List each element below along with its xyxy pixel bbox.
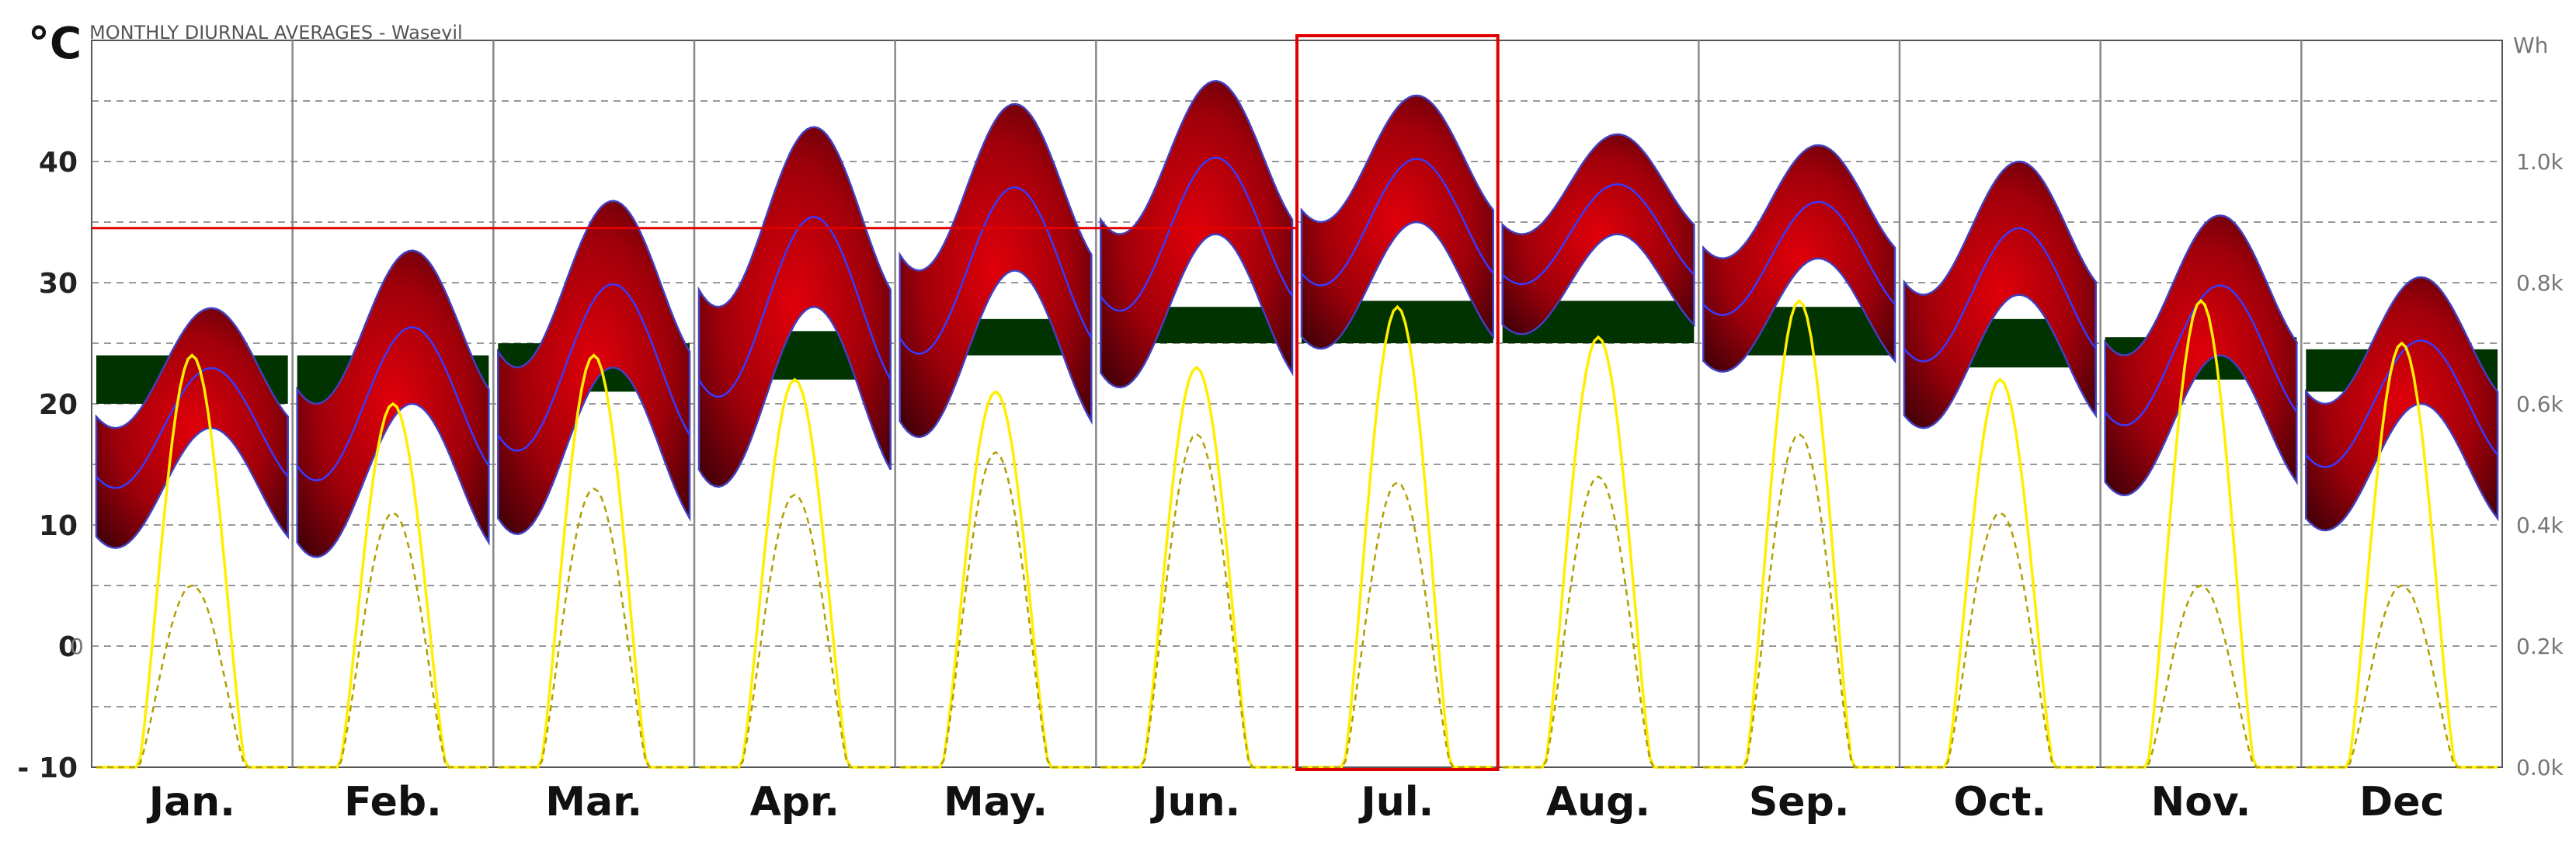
x-axis: Jan. Feb. Mar. Apr. May. Jun. Jul. Aug. Sep. Oct.… (147, 779, 2445, 825)
y-tick-label: 0 (58, 631, 78, 663)
avg-temperature-line (697, 216, 892, 398)
month-panel (95, 307, 289, 769)
y-tick-label: 20 (39, 389, 78, 421)
temperature-range (2305, 276, 2499, 532)
month-label: Jul. (1358, 779, 1434, 825)
diffuse-radiation-line (899, 450, 1092, 769)
month-panel (697, 126, 892, 769)
y-unit-left: °C (28, 19, 82, 69)
temperature-range (497, 200, 691, 535)
y-tick-extra-zero: 0 (70, 634, 84, 659)
month-panels (95, 80, 2499, 769)
diffuse-radiation-line (1502, 475, 1695, 769)
y2-tick-label: 1.0k (2516, 149, 2564, 175)
temperature-range (95, 307, 289, 549)
month-label: May. (944, 779, 1048, 825)
avg-temperature-line (2104, 284, 2298, 426)
y2-tick-label: 0.0k (2516, 755, 2564, 780)
month-panel (497, 200, 691, 769)
y-tick-label: - 10 (17, 752, 78, 784)
month-panel (899, 103, 1093, 769)
month-label: Mar. (545, 779, 642, 825)
month-label: Aug. (1546, 779, 1650, 825)
diffuse-radiation-line (96, 584, 288, 769)
y-tick-label: 40 (39, 147, 78, 179)
avg-temperature-line (1702, 200, 1896, 316)
month-panel (1501, 133, 1695, 769)
month-panel (296, 249, 490, 769)
avg-temperature-line (2305, 339, 2498, 468)
month-panel (1903, 160, 2097, 769)
direct-radiation-line (297, 401, 489, 769)
direct-radiation-line (96, 353, 288, 769)
direct-radiation-line (2105, 298, 2297, 769)
month-label: Dec (2359, 779, 2444, 825)
y-axis-left: 40 30 20 10 0 - 10 (17, 147, 78, 784)
temperature-range (1903, 160, 2097, 429)
y-unit-right: Wh (2513, 33, 2548, 58)
avg-temperature-line (497, 283, 691, 452)
diffuse-radiation-line (498, 487, 690, 769)
diffuse-radiation-line (1703, 433, 1895, 769)
avg-temperature-line (1100, 156, 1294, 312)
month-label: Oct. (1954, 779, 2047, 825)
avg-temperature-line (1501, 183, 1695, 286)
avg-temperature-line (296, 326, 490, 481)
month-panel (1100, 80, 1294, 769)
month-panel (1300, 94, 1494, 769)
month-label: Nov. (2151, 779, 2251, 825)
y2-tick-label: 0.6k (2516, 391, 2564, 417)
month-label: Jun. (1150, 779, 1240, 825)
temperature-range (1100, 80, 1294, 389)
y-tick-label: 10 (39, 510, 78, 542)
temperature-range (2104, 214, 2298, 496)
y-axis-right: 1.0k 0.8k 0.6k 0.4k 0.2k 0.0k (2516, 149, 2564, 780)
diffuse-radiation-line (2306, 584, 2498, 769)
highlight-box (1295, 34, 1500, 771)
y2-tick-label: 0.4k (2516, 513, 2564, 538)
avg-temperature-line (96, 367, 289, 489)
avg-temperature-line (1903, 227, 2097, 363)
temperature-range (697, 126, 892, 488)
temperature-range (899, 103, 1093, 439)
diffuse-radiation-line (2105, 584, 2297, 769)
avg-temperature-line (899, 186, 1093, 355)
month-label: Apr. (750, 779, 840, 825)
month-panel (2305, 276, 2499, 769)
month-label: Feb. (344, 779, 442, 825)
y2-tick-label: 0.8k (2516, 270, 2564, 296)
temperature-range (1501, 133, 1695, 335)
month-panel (1702, 144, 1896, 769)
month-panel (2104, 214, 2298, 769)
avg-temperature-line (1301, 158, 1494, 287)
direct-radiation-line (2306, 341, 2498, 769)
y-tick-label: 30 (39, 268, 78, 300)
diffuse-radiation-line (1100, 433, 1292, 769)
month-label: Jan. (147, 779, 235, 825)
y2-tick-label: 0.2k (2516, 634, 2564, 659)
diffuse-radiation-line (699, 493, 891, 769)
direct-radiation-line (1904, 377, 2096, 769)
diffuse-radiation-line (1302, 481, 1493, 769)
month-label: Sep. (1749, 779, 1850, 825)
temperature-range (1702, 144, 1896, 373)
direct-radiation-line (899, 390, 1092, 769)
temperature-range (1300, 94, 1494, 350)
